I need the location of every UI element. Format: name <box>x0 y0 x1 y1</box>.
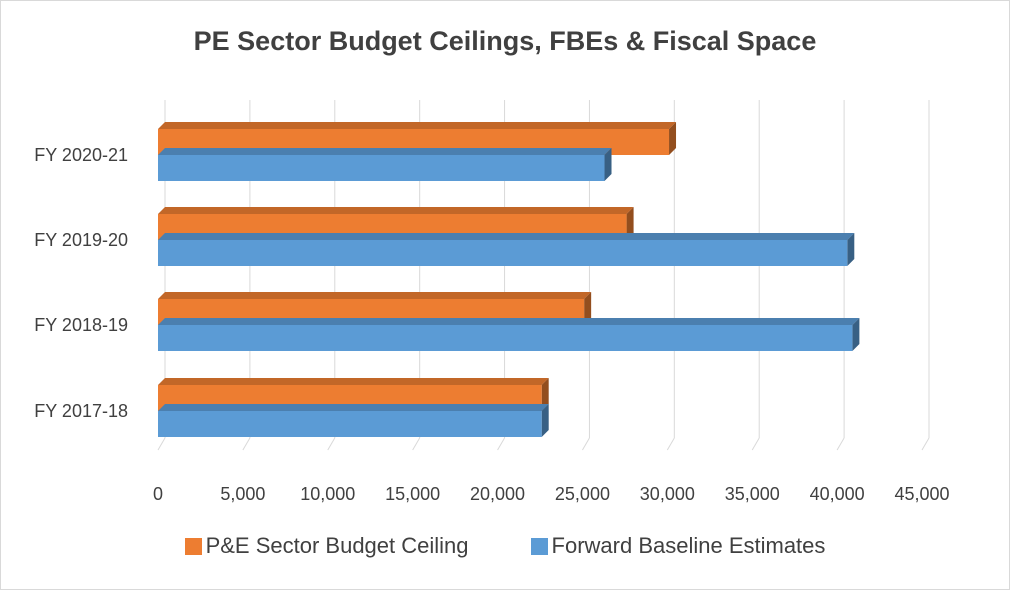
x-tick-label: 20,000 <box>470 484 525 504</box>
y-tick-label: FY 2018-19 <box>34 315 128 335</box>
x-tick-label: 15,000 <box>385 484 440 504</box>
bar-top-face <box>158 122 677 129</box>
gridline-floor <box>497 437 505 451</box>
bar-top-face <box>158 378 549 385</box>
x-tick-label: 35,000 <box>725 484 780 504</box>
x-tick-label: 25,000 <box>555 484 610 504</box>
legend: P&E Sector Budget Ceiling Forward Baseli… <box>0 533 1010 559</box>
bar-side-face <box>626 207 634 240</box>
bar-side-face <box>584 292 592 325</box>
x-tick-label: 10,000 <box>300 484 355 504</box>
gridline-floor <box>836 437 845 451</box>
bar-top-face <box>158 207 634 214</box>
legend-swatch-fbe <box>530 537 548 555</box>
x-tick-label: 30,000 <box>640 484 695 504</box>
chart-title: PE Sector Budget Ceilings, FBEs & Fiscal… <box>193 26 817 56</box>
x-tick-label: 0 <box>153 484 163 504</box>
bar-side-face <box>847 233 855 266</box>
legend-label-fbe: Forward Baseline Estimates <box>551 533 826 558</box>
legend-item-ceiling: P&E Sector Budget Ceiling <box>184 533 469 559</box>
bar-side-face <box>604 148 612 181</box>
gridline-floor <box>327 437 336 451</box>
x-tick-label: 45,000 <box>894 484 949 504</box>
y-tick-label: FY 2017-18 <box>34 401 128 421</box>
bar-side-face <box>669 122 677 155</box>
bar <box>158 411 542 437</box>
bar-top-face <box>158 404 549 411</box>
bar-top-face <box>158 292 592 299</box>
gridline-floor <box>582 437 590 451</box>
gridline-floor <box>412 437 421 451</box>
y-tick-label: FY 2020-21 <box>34 145 128 165</box>
gridline-floor <box>157 437 166 451</box>
legend-item-fbe: Forward Baseline Estimates <box>530 533 826 559</box>
bar-top-face <box>158 318 860 325</box>
bar <box>158 155 605 181</box>
bar-side-face <box>852 318 860 351</box>
bar-side-face <box>541 378 549 411</box>
x-tick-label: 5,000 <box>220 484 265 504</box>
bar <box>158 240 848 266</box>
gridline-floor <box>242 437 251 451</box>
gridline-floor <box>666 437 675 451</box>
gridline-floor <box>921 437 930 451</box>
bar-top-face <box>158 233 855 240</box>
bar <box>158 325 853 351</box>
legend-swatch-ceiling <box>184 537 202 555</box>
bar-top-face <box>158 148 612 155</box>
bar-chart: 0 5,000 10,000 15,000 20,000 25,000 30,000 35,0… <box>34 100 950 504</box>
legend-label-ceiling: P&E Sector Budget Ceiling <box>205 533 469 558</box>
bar-side-face <box>541 404 549 437</box>
y-tick-label: FY 2019-20 <box>34 230 128 250</box>
gridline-floor <box>751 437 760 451</box>
x-tick-label: 40,000 <box>810 484 865 504</box>
